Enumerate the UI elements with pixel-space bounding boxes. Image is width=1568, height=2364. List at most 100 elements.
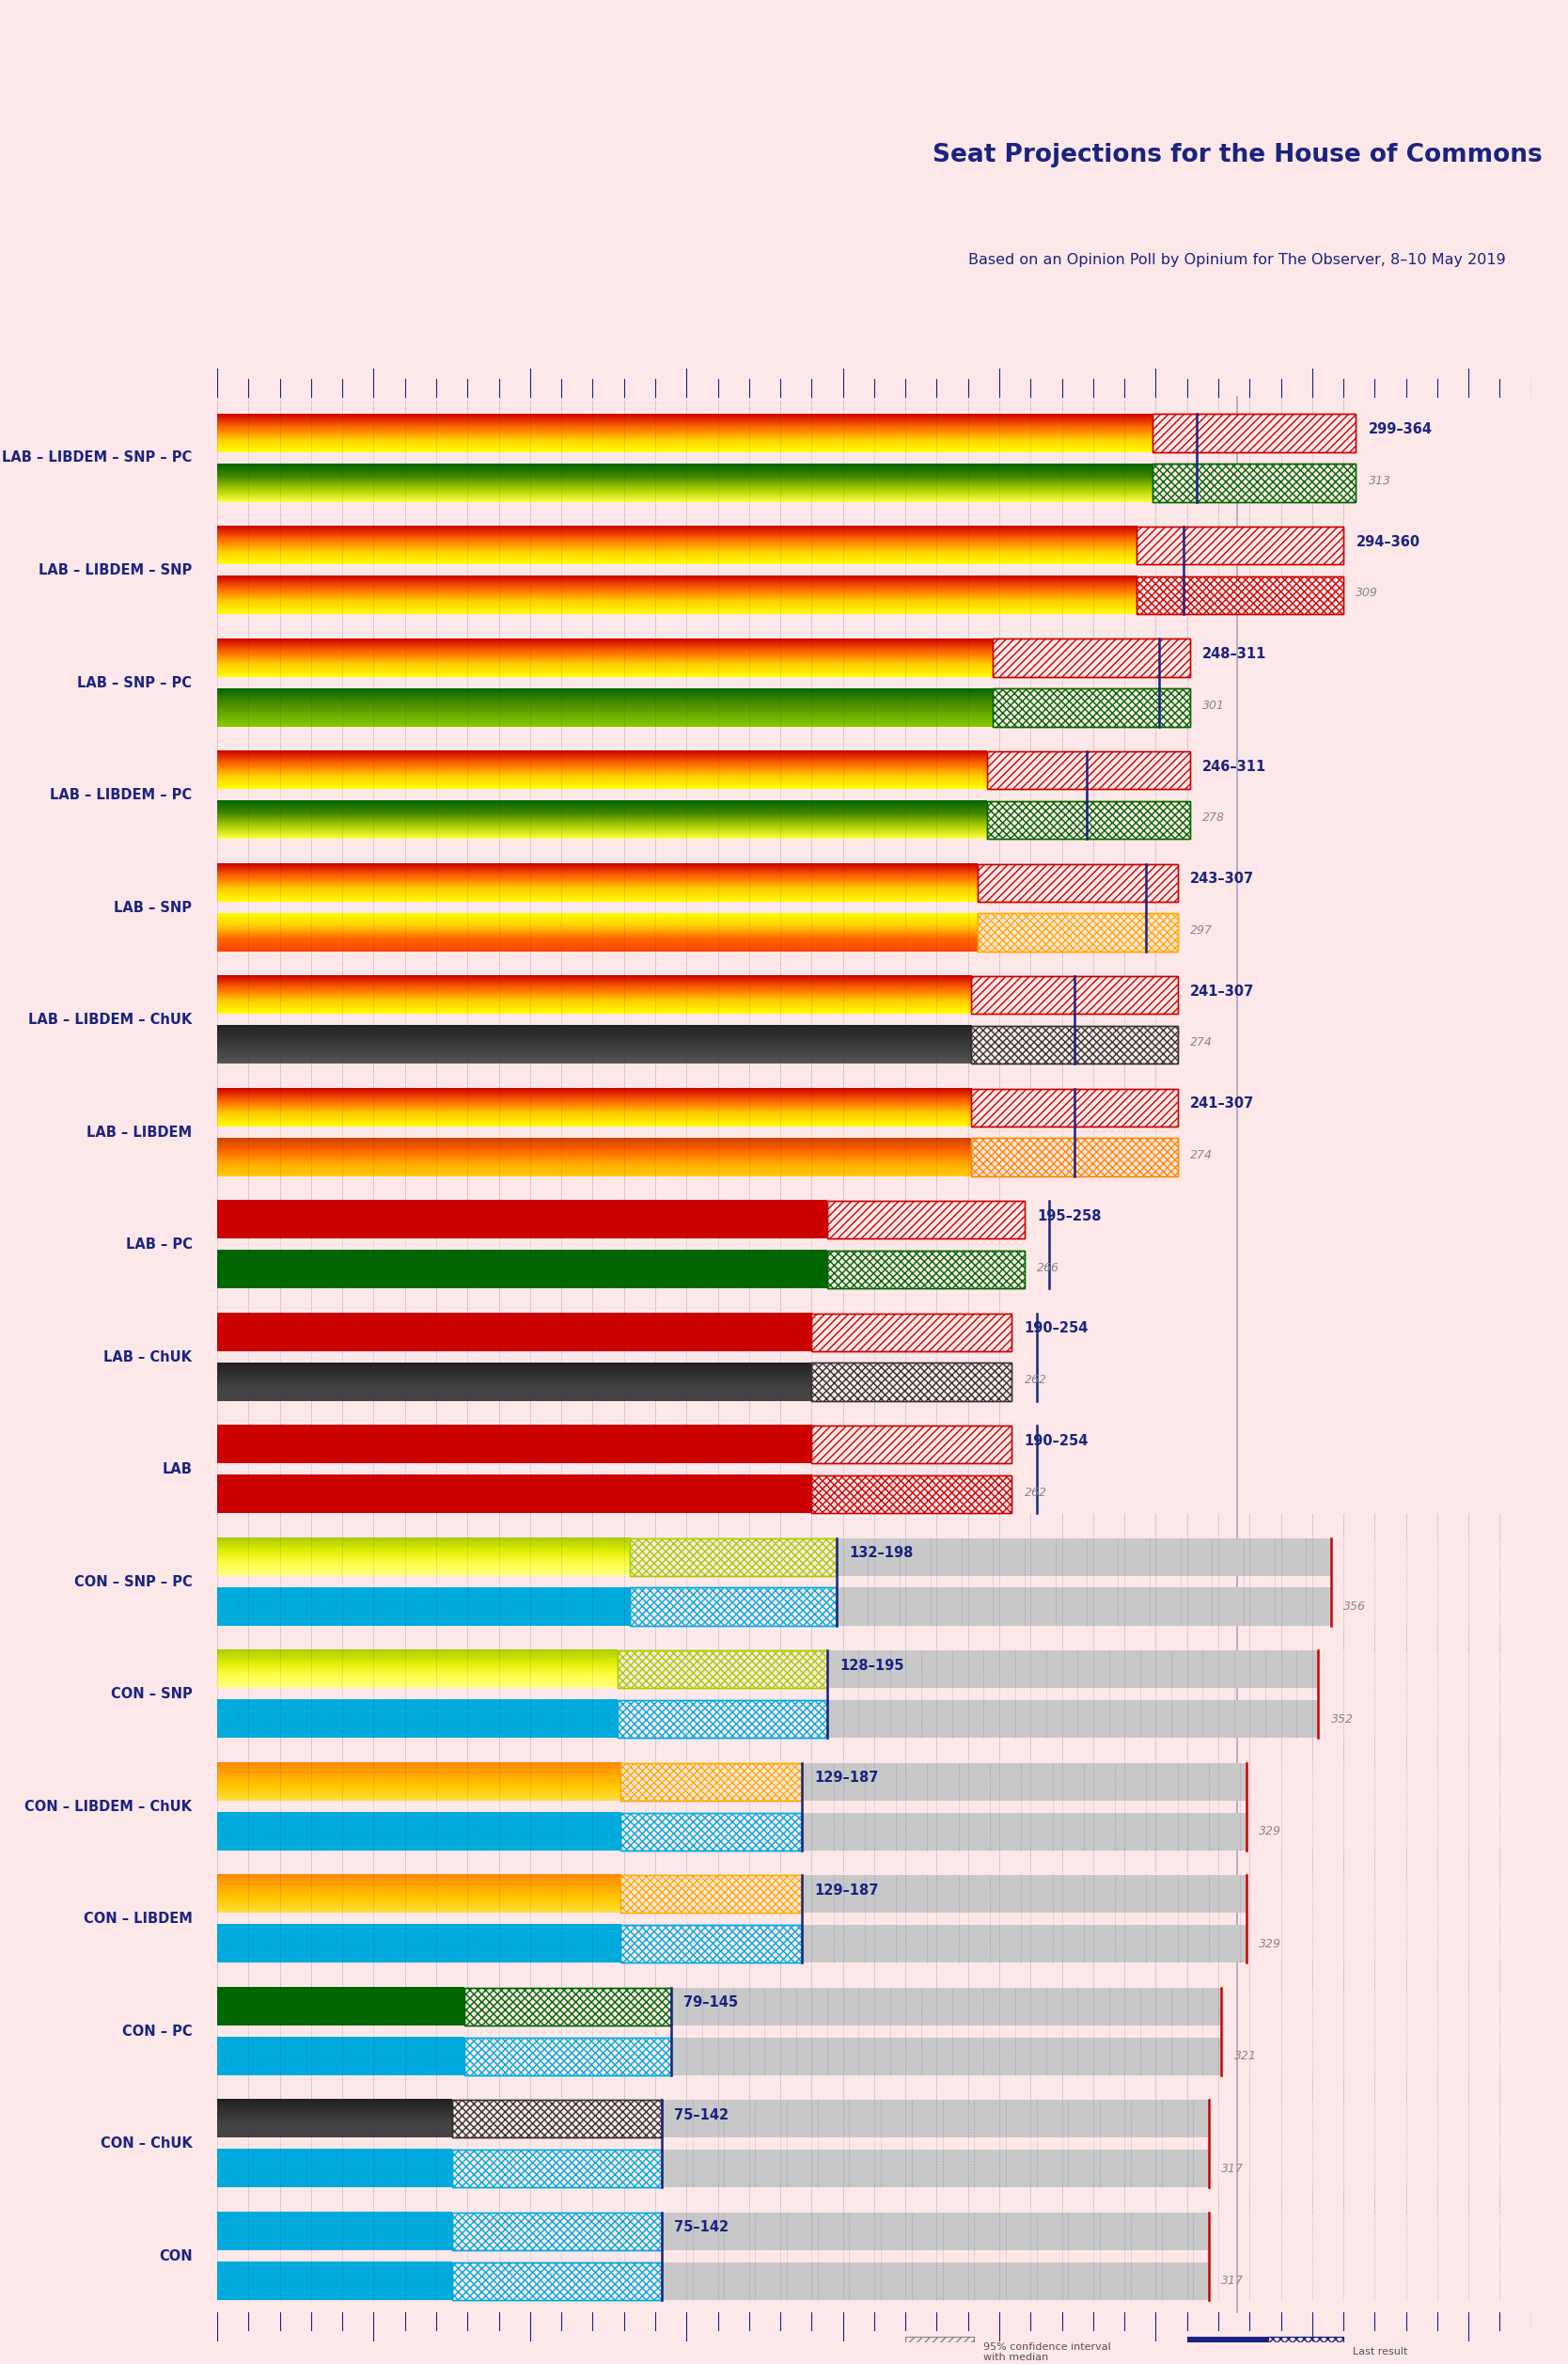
Bar — [986, 801, 1190, 839]
Bar — [971, 1087, 1178, 1125]
Bar — [828, 1650, 1319, 1688]
Bar — [618, 1650, 828, 1688]
Bar — [977, 863, 1178, 901]
Bar — [977, 913, 1178, 950]
Bar — [1137, 527, 1344, 565]
Bar — [621, 1764, 803, 1801]
Bar — [977, 913, 1178, 950]
Bar — [1152, 463, 1356, 501]
Text: LAB – SNP – PC: LAB – SNP – PC — [77, 676, 193, 690]
Bar — [812, 1425, 1011, 1463]
Bar — [986, 801, 1190, 839]
Bar — [452, 2262, 662, 2300]
Text: Based on an Opinion Poll by Opinium for The Observer, 8–10 May 2019: Based on an Opinion Poll by Opinium for … — [969, 253, 1505, 267]
Bar — [986, 752, 1190, 790]
Text: LAB – PC: LAB – PC — [125, 1239, 193, 1251]
Bar — [812, 1475, 1011, 1513]
Text: 321: 321 — [1234, 2050, 1256, 2061]
Text: CON – LIBDEM – ChUK: CON – LIBDEM – ChUK — [25, 1799, 193, 1813]
Bar — [630, 1539, 837, 1577]
Bar — [464, 2038, 671, 2076]
Text: 248–311: 248–311 — [1203, 648, 1267, 662]
Text: 75–142: 75–142 — [674, 2109, 729, 2123]
Bar — [1152, 414, 1356, 452]
Bar — [812, 1314, 1011, 1352]
Bar — [1152, 463, 1356, 501]
Text: CON – ChUK: CON – ChUK — [100, 2137, 193, 2151]
Bar — [452, 2099, 662, 2137]
Bar — [1137, 527, 1344, 565]
Bar — [452, 2213, 662, 2251]
Bar — [812, 1475, 1011, 1513]
Bar — [452, 2149, 662, 2187]
Text: LAB – LIBDEM – SNP: LAB – LIBDEM – SNP — [39, 563, 193, 577]
Bar — [618, 1700, 828, 1738]
Bar — [977, 863, 1178, 901]
Bar — [621, 1875, 803, 1912]
Bar — [971, 1026, 1178, 1064]
Bar — [977, 913, 1178, 950]
Bar — [464, 1988, 671, 2026]
Bar — [971, 1087, 1178, 1125]
Bar — [630, 1589, 837, 1626]
Bar — [971, 1137, 1178, 1175]
Bar — [812, 1475, 1011, 1513]
Bar — [618, 1650, 828, 1688]
Bar — [618, 1650, 828, 1688]
Bar — [662, 2213, 1209, 2251]
Text: 266: 266 — [1036, 1262, 1060, 1274]
Bar — [971, 1137, 1178, 1175]
Text: 243–307: 243–307 — [1190, 872, 1254, 886]
Bar — [971, 976, 1178, 1014]
Bar — [452, 2262, 662, 2300]
Bar — [671, 2038, 1221, 2076]
Text: 317: 317 — [1221, 2274, 1243, 2286]
Bar — [452, 2149, 662, 2187]
Bar — [630, 1539, 837, 1577]
Bar — [993, 638, 1190, 676]
Bar — [812, 1314, 1011, 1352]
Bar — [1152, 414, 1356, 452]
Bar — [812, 1364, 1011, 1402]
Bar — [621, 1813, 803, 1851]
Bar — [803, 1924, 1247, 1962]
Bar — [464, 2038, 671, 2076]
Bar — [1137, 577, 1344, 615]
Bar — [828, 1251, 1024, 1288]
Bar — [618, 1700, 828, 1738]
Bar — [812, 1364, 1011, 1402]
Text: 329: 329 — [1259, 1938, 1281, 1950]
Bar — [971, 976, 1178, 1014]
Bar — [1152, 414, 1356, 452]
Bar — [971, 976, 1178, 1014]
Bar — [621, 1875, 803, 1912]
Text: LAB: LAB — [162, 1463, 193, 1478]
Text: 195–258: 195–258 — [1036, 1208, 1101, 1222]
Text: 79–145: 79–145 — [684, 1995, 739, 2009]
Bar — [630, 1589, 837, 1626]
Bar — [662, 2149, 1209, 2187]
Bar — [464, 1988, 671, 2026]
Bar — [986, 752, 1190, 790]
Text: 75–142: 75–142 — [674, 2220, 729, 2234]
Text: 301: 301 — [1203, 700, 1225, 712]
Bar — [993, 688, 1190, 726]
Bar — [621, 1924, 803, 1962]
Bar — [621, 1813, 803, 1851]
Text: 132–198: 132–198 — [850, 1546, 914, 1560]
Bar — [621, 1764, 803, 1801]
Bar — [464, 1988, 671, 2026]
Text: 95% confidence interval
with median: 95% confidence interval with median — [983, 2343, 1112, 2362]
Text: 274: 274 — [1190, 1149, 1212, 1161]
Bar — [993, 688, 1190, 726]
Text: LAB – LIBDEM – SNP – PC: LAB – LIBDEM – SNP – PC — [2, 452, 193, 466]
Bar — [971, 1087, 1178, 1125]
Bar — [464, 2038, 671, 2076]
Bar — [993, 638, 1190, 676]
Bar — [803, 1875, 1247, 1912]
Bar — [812, 1364, 1011, 1402]
Bar — [828, 1201, 1024, 1239]
Bar — [803, 1764, 1247, 1801]
Text: 241–307: 241–307 — [1190, 1097, 1254, 1111]
Text: Seat Projections for the House of Commons: Seat Projections for the House of Common… — [931, 144, 1541, 168]
